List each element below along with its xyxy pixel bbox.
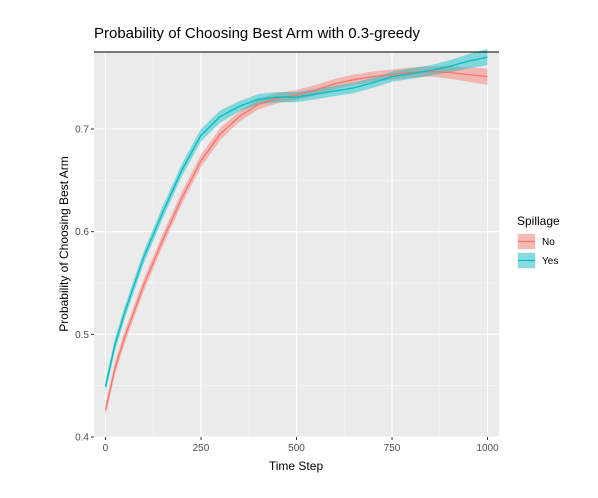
y-axis-label: Probability of Choosing Best Arm xyxy=(57,156,71,331)
legend-items: No Yes xyxy=(517,233,558,269)
legend-label-no: No xyxy=(542,237,555,248)
x-tick-label: 750 xyxy=(384,443,401,454)
line-yes xyxy=(104,56,488,387)
x-tick-label: 250 xyxy=(193,443,210,454)
x-tick-label: 1000 xyxy=(476,443,499,454)
grid-lines xyxy=(94,52,499,438)
y-tick-label: 0.5 xyxy=(75,330,89,341)
y-tick-label: 0.6 xyxy=(75,227,89,238)
y-axis-ticks: 0.4 0.5 0.6 0.7 xyxy=(75,125,94,444)
legend-title: Spillage xyxy=(517,214,560,228)
x-tick-label: 0 xyxy=(103,443,109,454)
y-tick-label: 0.4 xyxy=(75,433,89,444)
x-axis-label: Time Step xyxy=(269,459,324,473)
legend-label-yes: Yes xyxy=(542,256,558,267)
series-lines xyxy=(104,56,488,411)
x-axis-ticks: 0 250 500 750 1000 xyxy=(103,437,499,454)
legend: Spillage No Yes xyxy=(517,214,560,269)
y-tick-label: 0.7 xyxy=(75,125,89,136)
x-tick-label: 500 xyxy=(288,443,305,454)
chart-title: Probability of Choosing Best Arm with 0.… xyxy=(94,25,420,42)
